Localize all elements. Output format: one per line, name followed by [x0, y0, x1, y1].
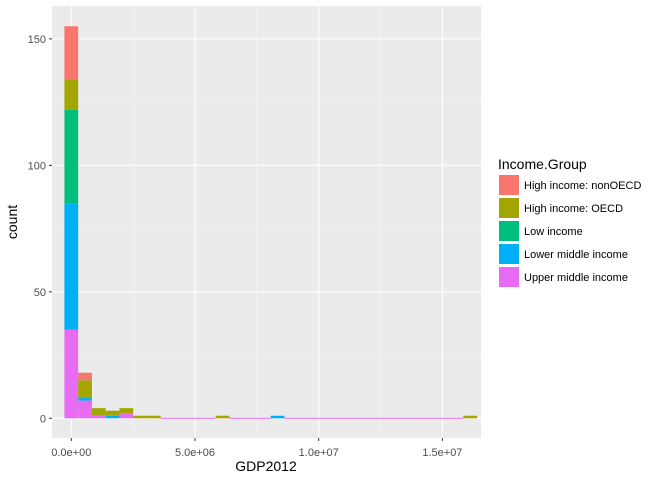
histogram-bar: [91, 415, 106, 419]
histogram-bar: [78, 398, 92, 401]
y-tick-label: 150: [28, 34, 46, 46]
x-tick-label: 0.0e+00: [51, 447, 91, 459]
legend-key-swatch: [498, 266, 520, 288]
histogram-bar: [133, 415, 147, 419]
y-axis-ticks: 0 50 100 150: [28, 34, 52, 425]
legend-label: Low income: [524, 226, 583, 238]
histogram-bar: [463, 415, 478, 419]
legend-key-swatch: [498, 197, 520, 219]
legend-key-swatch: [498, 243, 520, 265]
histogram-bar: [64, 79, 79, 110]
histogram-bar: [78, 372, 92, 381]
histogram-bar: [91, 408, 106, 416]
histogram-bar: [64, 329, 79, 419]
histogram-bar: [215, 415, 230, 419]
legend-key-swatch: [498, 220, 520, 242]
histogram-bar: [64, 26, 79, 80]
histogram-bar: [146, 415, 161, 419]
legend-label: High income: nonOECD: [524, 180, 641, 192]
histogram-bar: [105, 410, 120, 416]
legend-label: High income: OECD: [524, 203, 623, 215]
plot-panel: [52, 6, 481, 438]
x-tick-label: 1.5e+07: [422, 447, 462, 459]
x-tick-label: 1.0e+07: [299, 447, 339, 459]
x-tick-label: 5.0e+06: [175, 447, 215, 459]
minor-grid: [52, 6, 481, 438]
histogram-bar: [270, 415, 285, 419]
legend-label: Lower middle income: [524, 249, 628, 261]
y-tick-label: 100: [28, 160, 46, 172]
y-tick-label: 50: [34, 287, 46, 299]
histogram-bar: [105, 415, 120, 419]
histogram-bar: [119, 413, 134, 419]
legend-title: Income.Group: [498, 156, 587, 172]
x-axis-ticks: 0.0e+00 5.0e+06 1.0e+07 1.5e+07: [51, 438, 462, 459]
histogram-bar: [64, 203, 79, 330]
legend: Income.Group High income: nonOECD High in…: [498, 156, 641, 288]
y-axis-title: count: [4, 205, 20, 239]
histogram-bar: [78, 400, 92, 419]
x-axis-title: GDP2012: [235, 458, 297, 474]
histogram-bar: [64, 109, 79, 204]
histogram-bar: [78, 380, 92, 399]
histogram-bar: [119, 408, 134, 414]
legend-key-swatch: [498, 174, 520, 196]
bars: [64, 26, 478, 419]
y-tick-label: 0: [40, 413, 46, 425]
legend-label: Upper middle income: [524, 272, 628, 284]
